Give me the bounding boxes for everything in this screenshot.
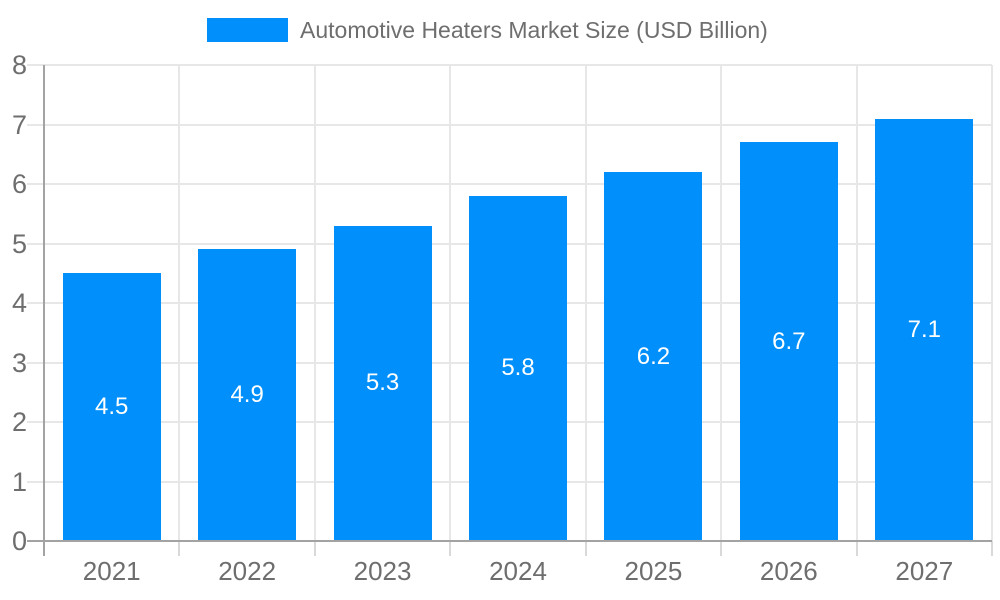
y-tick-label: 5 <box>11 228 27 259</box>
bar-value-label: 5.8 <box>501 354 535 382</box>
bar[interactable] <box>875 118 974 540</box>
bar[interactable] <box>604 172 703 540</box>
v-gridline <box>449 65 452 541</box>
y-axis-tick <box>27 123 44 126</box>
x-tick-label: 2024 <box>489 556 547 586</box>
legend[interactable]: Automotive Heaters Market Size (USD Bill… <box>0 0 1000 55</box>
bar-value-label: 4.5 <box>95 393 129 421</box>
v-gridline <box>855 65 858 541</box>
h-gridline <box>44 123 992 126</box>
y-axis-line <box>43 65 45 556</box>
y-axis-tick <box>27 64 44 66</box>
v-gridline <box>991 65 993 541</box>
x-tick-label: 2021 <box>82 556 141 586</box>
bar-value-label: 5.3 <box>365 369 400 397</box>
x-axis-tick <box>178 541 181 556</box>
bar-value-label: 6.7 <box>772 327 806 355</box>
y-axis-tick <box>27 421 44 423</box>
y-tick-label: 7 <box>11 109 27 140</box>
y-tick-label: 0 <box>11 526 27 556</box>
y-tick-label: 1 <box>11 466 27 497</box>
x-tick-label: 2023 <box>353 556 412 586</box>
bar[interactable] <box>198 249 297 540</box>
bar[interactable] <box>62 273 161 540</box>
y-axis-tick <box>27 480 44 483</box>
x-tick-label: 2022 <box>218 556 277 586</box>
bar[interactable] <box>739 142 838 540</box>
x-tick-label: 2026 <box>759 556 818 586</box>
bar-value-label: 4.9 <box>230 381 264 409</box>
legend-label: Automotive Heaters Market Size (USD Bill… <box>300 17 768 43</box>
bar-value-label: 6.2 <box>636 342 671 370</box>
x-axis-tick <box>720 541 723 556</box>
x-axis-tick <box>991 541 993 556</box>
v-gridline <box>313 65 316 541</box>
y-axis-tick <box>27 183 44 185</box>
x-axis-tick <box>313 541 316 556</box>
y-tick-label: 4 <box>11 288 27 318</box>
bar-value-label: 7.1 <box>907 315 941 343</box>
x-axis-tick <box>449 541 452 556</box>
bar[interactable] <box>469 195 567 540</box>
x-axis-tick <box>855 541 858 556</box>
legend-swatch-icon <box>207 18 288 42</box>
bar[interactable] <box>333 225 432 540</box>
v-gridline <box>178 65 181 541</box>
y-tick-label: 6 <box>11 169 27 199</box>
x-axis-tick <box>584 541 587 556</box>
v-gridline <box>720 65 723 541</box>
v-gridline <box>584 65 587 541</box>
h-gridline <box>44 183 992 185</box>
x-tick-label: 2027 <box>895 556 954 586</box>
y-axis-tick <box>27 361 44 364</box>
y-axis-tick <box>27 242 44 245</box>
y-tick-label: 3 <box>11 347 27 378</box>
y-axis-tick <box>27 302 44 304</box>
y-tick-label: 2 <box>11 407 27 437</box>
x-tick-label: 2025 <box>624 556 683 586</box>
h-gridline <box>44 64 992 66</box>
x-axis-line <box>27 540 992 542</box>
y-tick-label: 8 <box>11 50 27 80</box>
